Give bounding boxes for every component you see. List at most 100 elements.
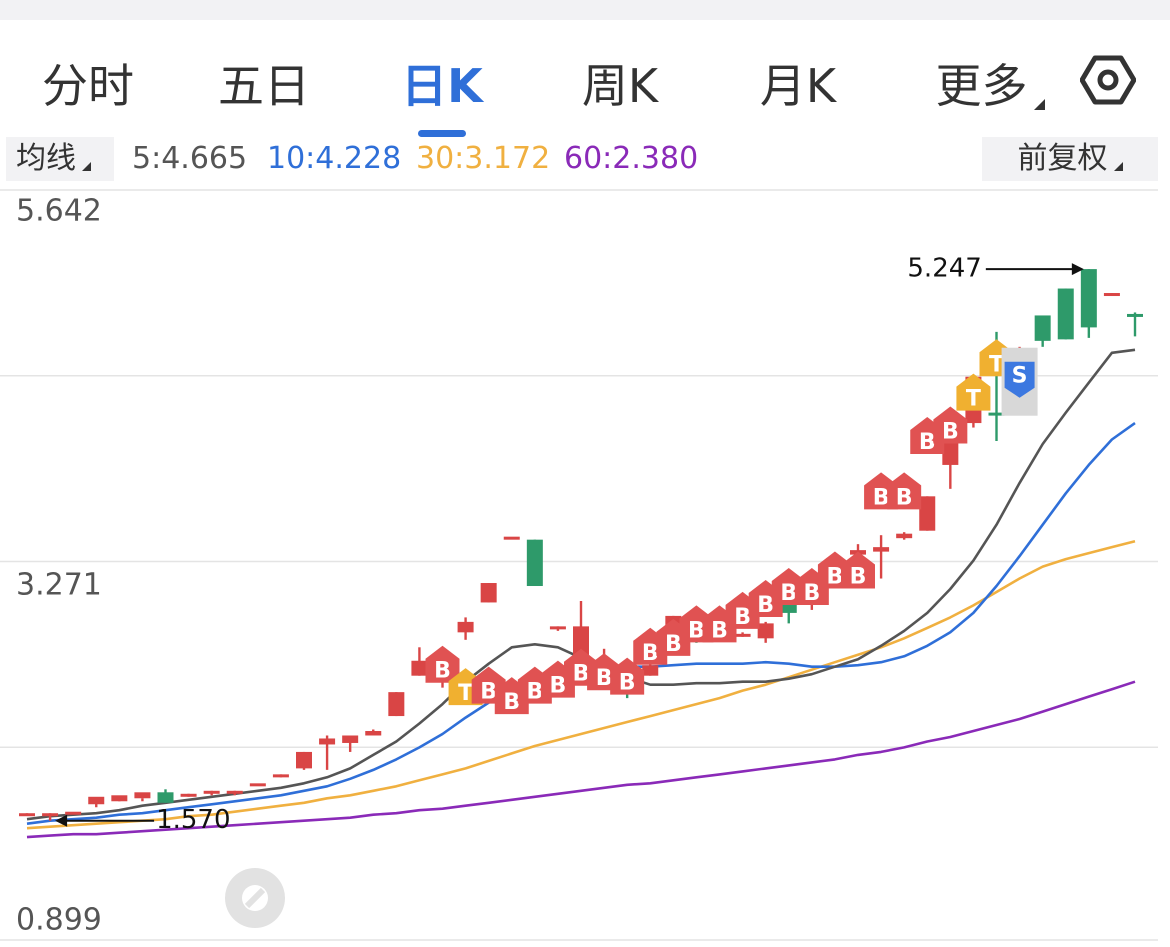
tab-monthly-k[interactable]: 月K: [759, 59, 837, 113]
ma-legend-bar: 均线 5:4.665 10:4.228 30:3.172 60:2.380 前复…: [0, 135, 1170, 185]
candle-body: [919, 496, 936, 531]
ma-selector-button[interactable]: 均线: [6, 137, 114, 181]
signal-marker-label: B: [827, 565, 844, 590]
y-tick-label: 0.899: [16, 903, 102, 938]
tab-more-label: 更多: [935, 59, 1028, 113]
candle-body: [1057, 288, 1074, 340]
signal-marker-label: B: [873, 485, 890, 510]
signal-marker-label: B: [803, 581, 820, 606]
tab-more[interactable]: 更多: [920, 50, 1060, 113]
signal-marker-shape: [425, 645, 460, 683]
signal-marker-label: B: [596, 666, 613, 691]
candle-body: [411, 660, 428, 676]
signal-marker-label: B: [757, 593, 774, 618]
candle-body: [365, 731, 382, 736]
signal-marker: B: [887, 472, 922, 510]
price-adjust-label: 前复权: [1017, 141, 1108, 176]
signal-marker-label: B: [942, 420, 959, 445]
candle-body: [457, 621, 474, 633]
tab-daily-k[interactable]: 日K: [401, 59, 483, 113]
ma5-value: 5:4.665: [132, 141, 248, 176]
signal-marker: B: [841, 551, 875, 590]
candle-body: [180, 793, 197, 797]
ma60-line: [26, 680, 1136, 839]
signal-marker-label: B: [711, 618, 728, 643]
ma30-value: 30:3.172: [416, 141, 551, 176]
candle-body: [896, 533, 913, 539]
candle-body: [249, 783, 266, 787]
settings-hexagon-icon[interactable]: [1079, 52, 1137, 108]
high-price-label: 5.247: [907, 254, 981, 284]
drag-handle-icon[interactable]: [225, 868, 285, 928]
signal-marker: S: [1001, 347, 1038, 416]
signal-marker-label: B: [896, 485, 913, 510]
signal-marker-label: B: [503, 690, 520, 715]
dropdown-corner-icon: [82, 162, 91, 171]
candle-body: [1127, 313, 1143, 317]
signal-marker-label: B: [919, 430, 936, 455]
candle-body: [388, 692, 405, 717]
candle-body: [226, 790, 243, 794]
candle-body: [319, 738, 336, 745]
candle-body: [19, 813, 35, 817]
signal-marker-label: B: [434, 659, 451, 684]
candle-body: [1080, 269, 1097, 328]
y-tick-label: 3.271: [16, 568, 102, 603]
candle-body: [88, 796, 105, 805]
signal-marker-label: T: [458, 681, 473, 706]
ma10-value: 10:4.228: [267, 141, 402, 176]
candle-body: [65, 811, 82, 815]
high-arrow-head: [1071, 263, 1084, 276]
signal-marker-label: B: [734, 605, 751, 630]
tab-intraday[interactable]: 分时: [42, 59, 134, 113]
low-price-label: 1.570: [156, 805, 230, 835]
tab-five-day[interactable]: 五日: [218, 59, 310, 113]
candle-body: [480, 583, 497, 603]
signal-marker: B: [610, 657, 645, 696]
candle-body: [988, 412, 1005, 416]
candle-body: [134, 792, 151, 799]
candle-body: [873, 547, 890, 552]
top-strip: [0, 0, 1170, 20]
candle-body: [342, 735, 359, 743]
candle-body: [272, 774, 289, 778]
signal-marker-label: B: [619, 671, 636, 696]
price-adjust-selector[interactable]: 前复权: [982, 137, 1158, 181]
candle-body: [757, 623, 774, 639]
candle-body: [780, 602, 797, 613]
signal-marker-shape: [933, 406, 968, 444]
signal-marker: B: [425, 645, 460, 684]
signal-marker-label: B: [573, 662, 590, 687]
signal-marker-label: T: [966, 387, 981, 412]
candle-body: [642, 665, 659, 676]
candle-body: [526, 539, 543, 587]
signal-marker-label: B: [526, 680, 543, 705]
dropdown-corner-icon: [1113, 162, 1123, 171]
candle-body: [1034, 315, 1051, 341]
ma-selector-label: 均线: [16, 141, 76, 176]
candle-body: [203, 790, 220, 794]
ma30-line: [26, 539, 1136, 830]
signal-marker-label: B: [780, 581, 797, 606]
signal-marker-shape: [610, 657, 645, 695]
signal-marker-label: B: [688, 618, 705, 643]
candle-body: [42, 813, 59, 817]
y-tick-label: 5.642: [16, 194, 102, 229]
candle-body: [503, 536, 520, 540]
signal-marker-shape: [841, 551, 875, 589]
signal-marker-label: B: [480, 680, 497, 705]
signal-marker-label: B: [850, 565, 867, 590]
candle-body: [157, 792, 174, 803]
ma60-value: 60:2.380: [564, 141, 699, 176]
signal-marker-label: B: [642, 641, 659, 666]
active-tab-indicator: [418, 130, 466, 137]
dropdown-corner-icon: [1033, 99, 1045, 110]
signal-marker-shape: [1004, 361, 1035, 398]
signal-marker-label: B: [550, 674, 567, 699]
low-arrow-head: [55, 814, 68, 827]
tab-weekly-k[interactable]: 周K: [581, 59, 659, 113]
signal-marker-shape: [956, 373, 991, 411]
candle-body: [549, 626, 566, 630]
